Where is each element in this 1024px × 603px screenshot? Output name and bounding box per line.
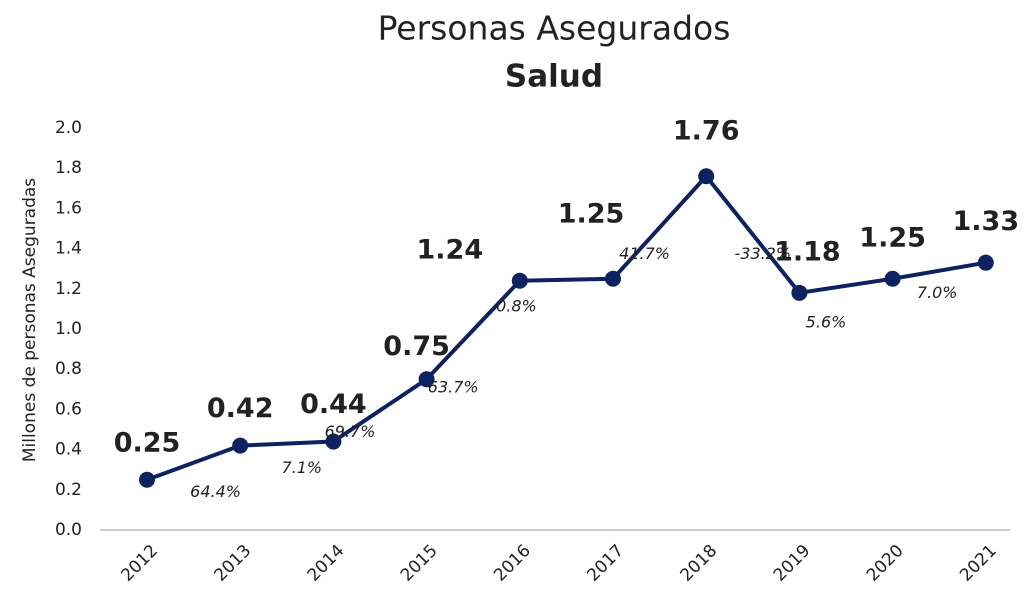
- data-point: [232, 437, 249, 454]
- y-tick-label: 2.0: [55, 118, 82, 138]
- value-label: 1.25: [558, 198, 625, 229]
- y-tick-label: 1.6: [55, 198, 82, 218]
- x-tick-label: 2014: [304, 541, 349, 586]
- data-point: [791, 284, 808, 301]
- y-tick-label: 0.2: [55, 480, 82, 500]
- x-tick-label: 2015: [397, 541, 442, 586]
- y-tick-label: 1.2: [55, 279, 82, 299]
- data-line: [146, 173, 987, 482]
- chart-subtitle: Salud: [505, 59, 603, 95]
- growth-annotation: 7.1%: [281, 458, 322, 477]
- value-label: 0.42: [207, 393, 274, 424]
- y-tick-label: 0.4: [55, 440, 82, 460]
- chart-title: Personas Asegurados: [378, 9, 731, 48]
- x-tick-label: 2017: [583, 541, 628, 586]
- data-point: [325, 433, 342, 450]
- x-tick-label: 2013: [211, 541, 256, 586]
- growth-annotation: 5.6%: [806, 312, 847, 331]
- growth-annotation: 7.0%: [917, 283, 958, 302]
- x-tick-label: 2019: [770, 541, 815, 586]
- y-tick-label: 0.0: [55, 520, 82, 540]
- growth-annotation: 69.7%: [325, 422, 376, 441]
- x-tick-label: 2012: [117, 541, 162, 586]
- growth-annotation: -33.2%: [734, 244, 791, 263]
- y-tick-label: 0.8: [55, 359, 82, 379]
- y-tick-label: 1.8: [55, 158, 82, 178]
- x-tick-label: 2021: [956, 541, 1001, 586]
- value-label: 1.25: [859, 222, 926, 253]
- x-tick-label: 2016: [490, 541, 535, 586]
- data-point: [511, 272, 528, 289]
- data-point: [698, 168, 715, 185]
- growth-annotation: 41.7%: [619, 244, 670, 263]
- data-point: [884, 270, 901, 287]
- data-point: [605, 270, 621, 287]
- data-point: [139, 471, 155, 488]
- y-tick-label: 1.4: [55, 239, 82, 259]
- growth-annotation: 63.7%: [428, 378, 479, 397]
- value-label: 1.33: [952, 206, 1019, 237]
- x-tick-label: 2018: [677, 541, 722, 586]
- x-tick-label: 2020: [863, 541, 908, 586]
- growth-annotation: 64.4%: [190, 482, 241, 501]
- data-point: [977, 254, 994, 271]
- y-tick-label: 0.6: [55, 399, 82, 419]
- value-label: 1.24: [416, 234, 483, 265]
- y-tick-label: 1.0: [55, 319, 82, 339]
- value-label: 0.75: [383, 331, 450, 362]
- value-label: 0.44: [300, 389, 367, 420]
- value-label: 0.25: [114, 427, 181, 458]
- value-label: 1.18: [774, 236, 841, 267]
- value-label: 1.76: [673, 116, 740, 147]
- data-point: [418, 371, 435, 388]
- y-axis-label: Millones de personas Aseguradas: [20, 178, 40, 462]
- growth-annotation: 0.8%: [496, 296, 537, 315]
